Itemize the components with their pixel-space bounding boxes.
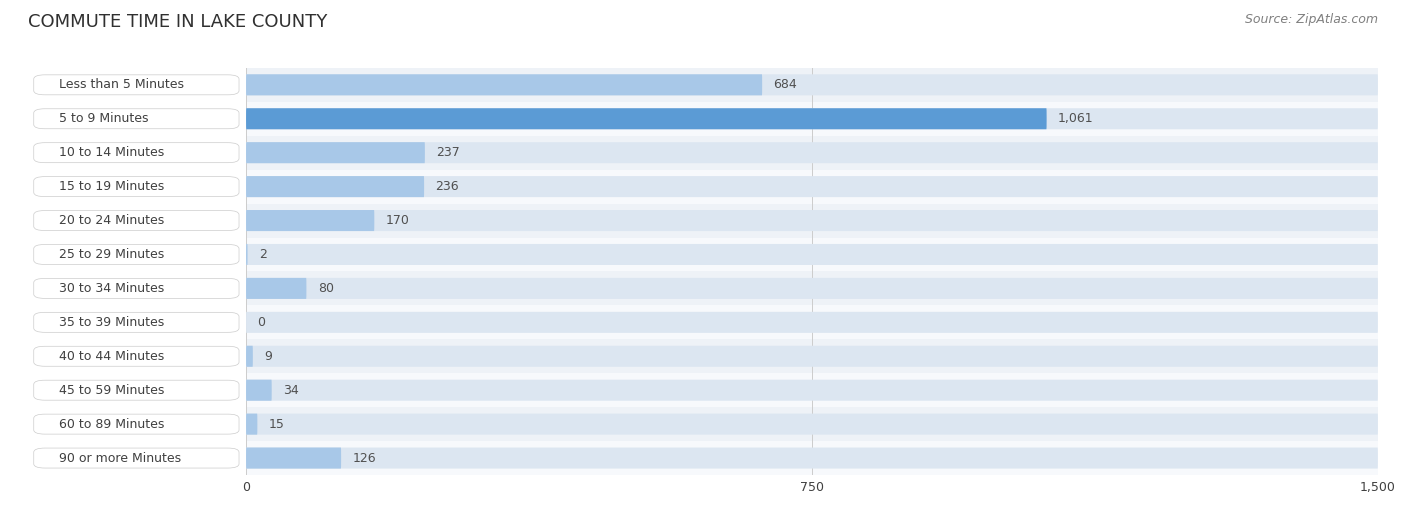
FancyBboxPatch shape (246, 108, 1046, 129)
Text: 9: 9 (264, 350, 271, 363)
Text: 237: 237 (436, 146, 460, 159)
FancyBboxPatch shape (246, 210, 1378, 231)
FancyBboxPatch shape (246, 244, 1378, 265)
Text: 0: 0 (257, 316, 266, 329)
Bar (246, 373, 1378, 407)
FancyBboxPatch shape (246, 244, 247, 265)
Text: 684: 684 (773, 78, 797, 91)
FancyBboxPatch shape (246, 379, 1378, 401)
Bar (246, 102, 1378, 136)
FancyBboxPatch shape (246, 379, 271, 401)
FancyBboxPatch shape (246, 142, 1378, 163)
Bar (246, 339, 1378, 373)
FancyBboxPatch shape (246, 346, 1378, 367)
Text: 126: 126 (353, 452, 375, 465)
Text: 15 to 19 Minutes: 15 to 19 Minutes (59, 180, 165, 193)
Text: 35 to 39 Minutes: 35 to 39 Minutes (59, 316, 165, 329)
FancyBboxPatch shape (246, 413, 257, 435)
Bar (246, 407, 1378, 441)
FancyBboxPatch shape (246, 176, 1378, 197)
FancyBboxPatch shape (246, 278, 307, 299)
Text: 25 to 29 Minutes: 25 to 29 Minutes (59, 248, 165, 261)
Text: 15: 15 (269, 418, 284, 431)
FancyBboxPatch shape (246, 278, 1378, 299)
Text: 34: 34 (283, 384, 298, 397)
Text: 1,061: 1,061 (1057, 112, 1094, 125)
Text: COMMUTE TIME IN LAKE COUNTY: COMMUTE TIME IN LAKE COUNTY (28, 13, 328, 31)
FancyBboxPatch shape (246, 413, 1378, 435)
FancyBboxPatch shape (246, 74, 1378, 96)
FancyBboxPatch shape (246, 142, 425, 163)
FancyBboxPatch shape (246, 210, 374, 231)
Text: 45 to 59 Minutes: 45 to 59 Minutes (59, 384, 165, 397)
Text: Source: ZipAtlas.com: Source: ZipAtlas.com (1244, 13, 1378, 26)
FancyBboxPatch shape (246, 312, 1378, 333)
Text: 80: 80 (318, 282, 333, 295)
Bar (246, 136, 1378, 170)
FancyBboxPatch shape (246, 447, 342, 469)
Bar (246, 170, 1378, 204)
Text: 30 to 34 Minutes: 30 to 34 Minutes (59, 282, 165, 295)
FancyBboxPatch shape (246, 447, 1378, 469)
Text: 2: 2 (259, 248, 267, 261)
Bar (246, 68, 1378, 102)
FancyBboxPatch shape (246, 74, 762, 96)
Bar (246, 305, 1378, 339)
Text: 20 to 24 Minutes: 20 to 24 Minutes (59, 214, 165, 227)
Bar (246, 441, 1378, 475)
FancyBboxPatch shape (246, 108, 1378, 129)
Text: 10 to 14 Minutes: 10 to 14 Minutes (59, 146, 165, 159)
Bar (246, 204, 1378, 238)
Text: 40 to 44 Minutes: 40 to 44 Minutes (59, 350, 165, 363)
Text: 60 to 89 Minutes: 60 to 89 Minutes (59, 418, 165, 431)
FancyBboxPatch shape (246, 346, 253, 367)
Text: 236: 236 (436, 180, 460, 193)
FancyBboxPatch shape (246, 176, 425, 197)
Text: 5 to 9 Minutes: 5 to 9 Minutes (59, 112, 149, 125)
Text: Less than 5 Minutes: Less than 5 Minutes (59, 78, 184, 91)
Bar (246, 238, 1378, 271)
Text: 170: 170 (385, 214, 409, 227)
Bar (246, 271, 1378, 305)
Text: 90 or more Minutes: 90 or more Minutes (59, 452, 181, 465)
